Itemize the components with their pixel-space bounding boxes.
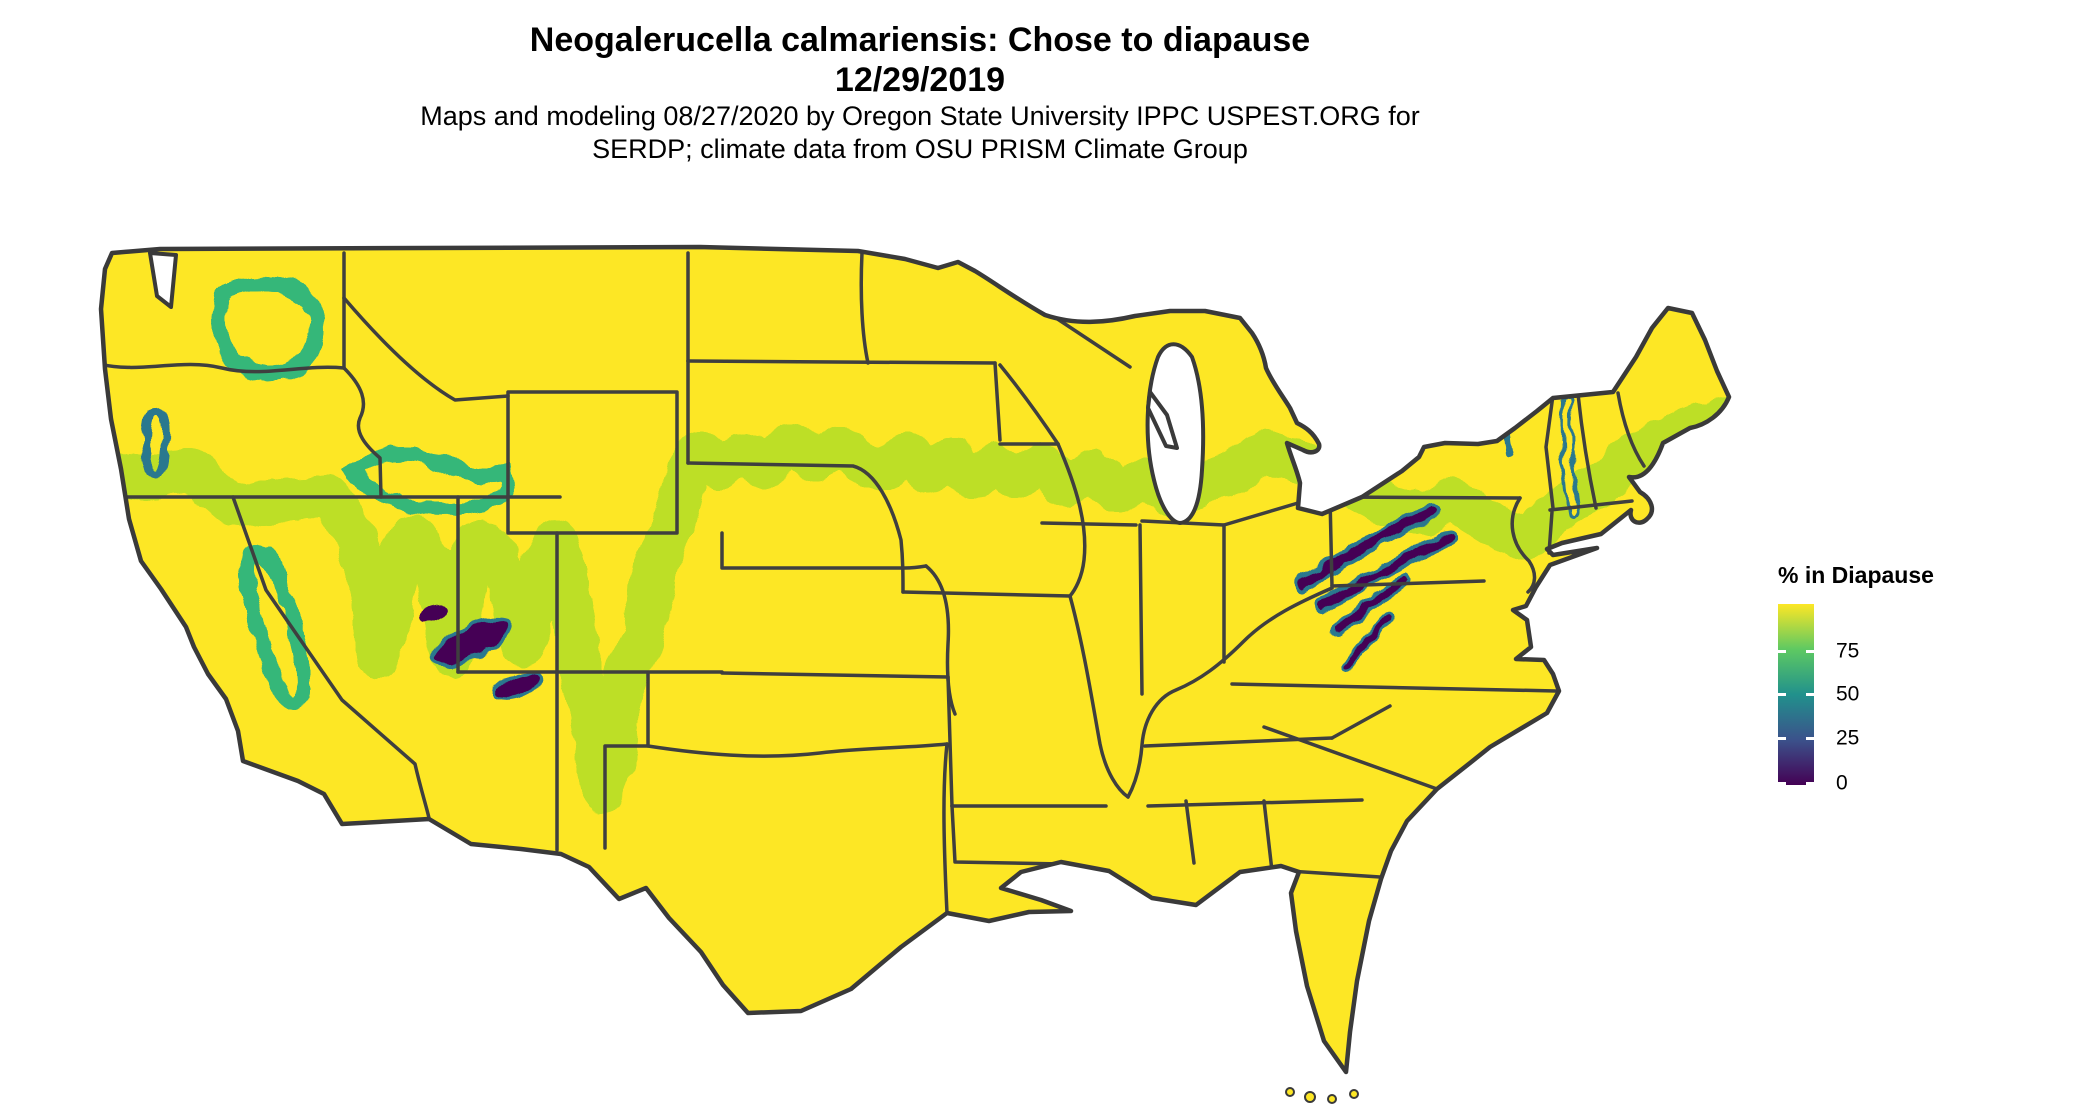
mountain-zero-diapause-blobs bbox=[246, 503, 1456, 703]
florida-keys bbox=[1285, 1087, 1359, 1104]
legend-tick-50 bbox=[1806, 693, 1814, 696]
legend-label-75: 75 bbox=[1836, 639, 1860, 663]
legend-tick-0 bbox=[1778, 782, 1786, 785]
us-outline bbox=[98, 244, 1732, 1075]
lakes-layer bbox=[148, 251, 1206, 525]
willamette-valley-pocket bbox=[146, 411, 166, 474]
plot-subtitle-block: Maps and modeling 08/27/2020 by Oregon S… bbox=[0, 100, 1840, 166]
plot-title-block: Neogalerucella calmariensis: Chose to di… bbox=[0, 20, 1840, 100]
connecticut-valley-streak bbox=[1560, 397, 1581, 519]
legend-tick-50 bbox=[1778, 693, 1786, 696]
legend-label-25: 25 bbox=[1836, 726, 1860, 750]
plot-credit-line1: Maps and modeling 08/27/2020 by Oregon S… bbox=[420, 101, 1420, 131]
green-bay bbox=[1146, 390, 1179, 450]
lake-champlain-streak bbox=[1500, 388, 1512, 456]
legend-tick-25 bbox=[1778, 737, 1786, 740]
legend-title: % in Diapause bbox=[1778, 562, 1934, 588]
plot-title: Neogalerucella calmariensis: Chose to di… bbox=[529, 21, 1311, 59]
legend-tick-75 bbox=[1806, 650, 1814, 653]
columbia-basin-pocket bbox=[219, 283, 317, 373]
puget-sound bbox=[148, 251, 178, 309]
appalachian-ridges bbox=[1293, 503, 1456, 670]
legend-tick-25 bbox=[1806, 737, 1814, 740]
map-fill-layer bbox=[101, 247, 1729, 1072]
arizona-mogollon-blobs bbox=[418, 605, 542, 701]
plot-credit-line2: SERDP; climate data from OSU PRISM Clima… bbox=[592, 134, 1248, 164]
sierra-nevada-blob bbox=[246, 554, 303, 703]
lake-michigan bbox=[1145, 342, 1206, 525]
legend-tick-75 bbox=[1778, 650, 1786, 653]
legend: % in Diapause 75 50 25 0 bbox=[1770, 562, 2090, 794]
legend-tick-0 bbox=[1806, 782, 1814, 785]
legend-label-0: 0 bbox=[1836, 771, 1848, 795]
plot-date: 12/29/2019 bbox=[834, 61, 1006, 99]
legend-label-50: 50 bbox=[1836, 682, 1860, 706]
legend-colorbar: 75 50 25 0 bbox=[1778, 604, 1859, 794]
